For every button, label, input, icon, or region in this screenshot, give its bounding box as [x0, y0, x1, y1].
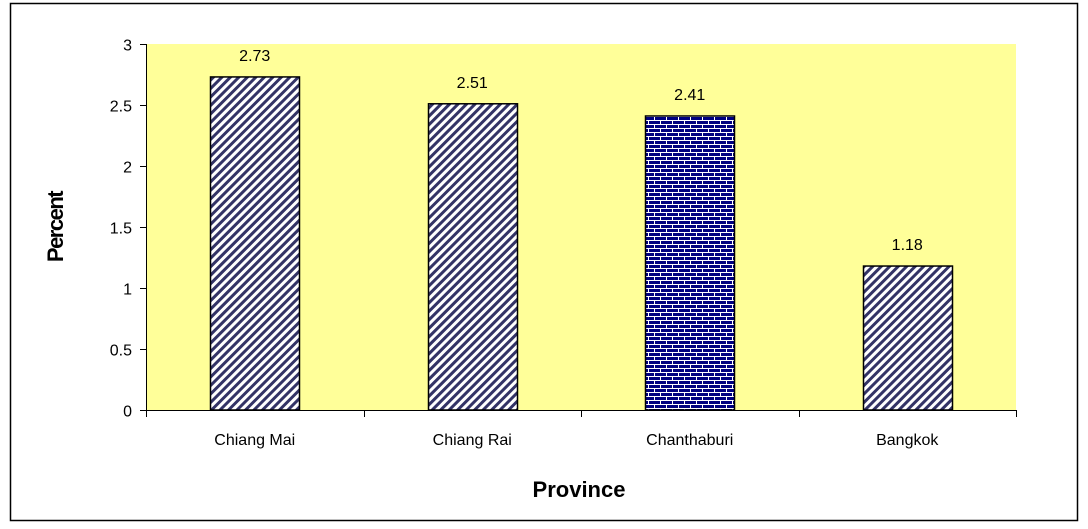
y-tick-label: 0 [123, 404, 132, 421]
y-tick-label: 1 [123, 282, 132, 299]
x-tick-label: Chanthaburi [646, 432, 733, 449]
bar-chiang-mai [209, 76, 301, 411]
bar-chanthaburi [644, 115, 736, 411]
data-label: 2.73 [239, 48, 270, 65]
bar-bangkok [862, 265, 954, 411]
x-tick-label: Chiang Mai [214, 432, 295, 449]
x-tick-label: Bangkok [876, 432, 939, 449]
y-tick-label: 2.5 [110, 99, 132, 116]
x-tick-label: Chiang Rai [433, 432, 512, 449]
data-label: 2.41 [674, 87, 705, 104]
y-tick-label: 1.5 [110, 221, 132, 238]
data-label: 2.51 [457, 75, 488, 92]
y-axis-title: Percent [43, 190, 68, 262]
x-axis-title: Province [533, 477, 626, 502]
y-tick-label: 2 [123, 160, 132, 177]
bar-chiang-rai [427, 103, 519, 411]
y-tick-label: 0.5 [110, 343, 132, 360]
y-tick-label: 3 [123, 38, 132, 55]
data-label: 1.18 [892, 237, 923, 254]
